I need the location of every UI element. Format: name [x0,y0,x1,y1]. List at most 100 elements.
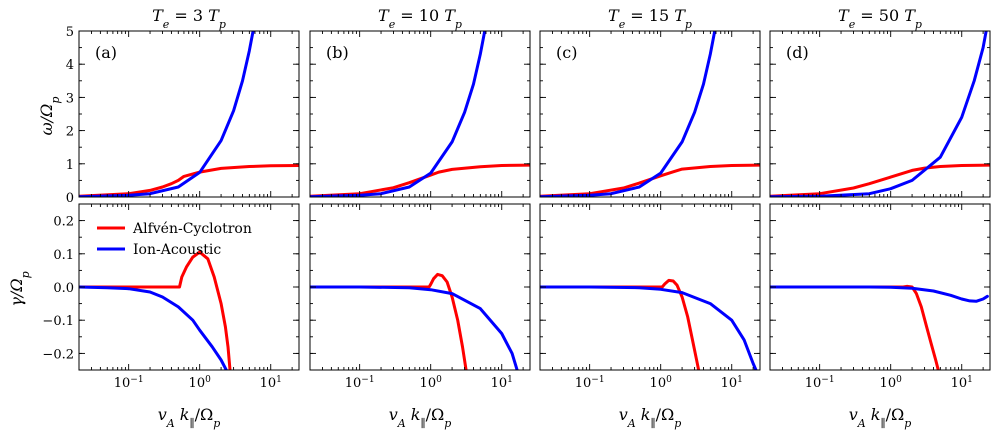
x-axis-label-part: v [849,405,858,424]
panel-title-4: Te = 50 Tp [838,6,922,31]
x-tick-exp: −1 [591,375,604,385]
panel-2-gamma: 10−1 100 101 [309,203,531,391]
panel-letter: (d) [786,43,809,62]
x-tick-exp: −1 [821,375,834,385]
x-axis-label-part: v [389,405,398,424]
panel-4-gamma: 10−1 100 101 [769,203,991,391]
x-axis-label-part: /Ω [426,405,445,424]
x-tick-exp: 1 [276,375,282,385]
panel-title-te-sub: e [389,18,396,31]
panel-title-tp-sub: p [685,18,692,31]
x-axis-label-part: /Ω [886,405,905,424]
panel-title-value: = 50 [855,6,904,25]
y-tick-label: 2 [66,125,74,140]
x-tick-label: 100 [189,375,212,391]
x-tick-base: 10 [721,376,738,391]
x-tick-exp: 1 [737,375,743,385]
alfven-cyclotron-curve-gamma [540,278,701,370]
panel-title-1: Te = 3 Tp [152,6,226,31]
panel-letter: (c) [556,43,577,62]
panel-title-te: T [378,6,390,25]
panel-title-tp: T [904,6,916,25]
ion-acoustic-curve-gamma [79,285,228,370]
panel-title-tp-sub: p [455,18,462,31]
panel-title-3: Te = 15 Tp [608,6,692,31]
ion-acoustic-curve-gamma [770,285,989,303]
panel-title-te-sub: e [163,18,170,31]
x-axis-label-part: ∥ [880,417,885,430]
alfven-cyclotron-curve-gamma [770,284,940,370]
y-axis-label-gamma-sub: p [19,271,32,278]
y-tick-label: 0.2 [53,215,74,230]
x-axis-label-part: A [627,417,636,430]
x-axis-label-part: p [444,417,451,430]
legend-label: Alfvén-Cyclotron [132,221,252,237]
ion-acoustic-curve-omega [310,31,487,197]
x-axis-label-part: ∥ [650,417,655,430]
panel-title-value: = 3 [169,6,208,25]
x-axis-label-part: k [866,405,881,424]
panel-title-2: Te = 10 Tp [378,6,462,31]
x-tick-base: 10 [880,376,897,391]
curves-group [770,31,990,197]
panel-2-omega: (b) [309,30,531,198]
x-tick-exp: 1 [967,375,973,385]
x-axis-label-3: vA k∥/Ωp [619,405,682,430]
y-tick-label: −0.2 [42,347,74,362]
ion-acoustic-curve-omega [79,31,255,197]
panel-title-tp: T [444,6,456,25]
x-tick-base: 10 [189,376,206,391]
x-axis-label-part: ∥ [189,417,194,430]
curves-group [770,284,989,370]
ion-acoustic-curve-omega [770,31,988,197]
legend-label: Ion-Acoustic [133,242,221,258]
y-tick-label: 4 [66,58,74,73]
x-axis-label-part: k [406,405,421,424]
x-tick-label: 10−1 [345,375,375,391]
panel-3-gamma: 10−1 100 101 [539,203,761,391]
curves-group [310,272,519,370]
x-axis-label-part: A [397,417,406,430]
curves-group [540,278,758,370]
x-tick-label: 100 [650,375,673,391]
y-tick-label: 0.1 [53,248,74,263]
x-tick-exp: −1 [361,375,374,385]
curves-group [79,31,299,197]
alfven-cyclotron-curve-omega [770,163,990,197]
panel-title-te-sub: e [619,18,626,31]
x-tick-base: 10 [951,376,968,391]
legend: Alfvén-Cyclotron Ion-Acoustic [97,221,252,258]
y-axis-label-gamma-sym: γ/Ω [7,278,26,306]
curves-group [540,31,760,197]
panel-title-tp-sub: p [915,18,922,31]
alfven-cyclotron-curve-gamma [79,250,232,370]
y-tick-label: −0.1 [42,314,74,329]
panel-title-te-sub: e [849,18,856,31]
x-axis-label-part: k [175,405,190,424]
y-tick-label: 0.0 [53,281,74,296]
x-tick-exp: 0 [436,375,442,385]
x-tick-exp: 0 [896,375,902,385]
x-axis-label-part: A [857,417,866,430]
x-tick-base: 10 [260,376,277,391]
y-axis-label-gamma: γ/Ωp [7,271,32,306]
panel-title-value: = 10 [395,6,444,25]
x-tick-base: 10 [114,376,131,391]
panel-1-omega: 0 1 2 3 4 5 (a) [66,25,300,206]
ion-acoustic-curve-omega [540,31,717,197]
x-axis-label-part: v [158,405,167,424]
x-tick-label: 101 [721,375,743,391]
x-tick-label: 101 [491,375,513,391]
x-tick-base: 10 [650,376,667,391]
panel-title-value: = 15 [625,6,674,25]
x-axis-label-part: A [166,417,175,430]
panel-letter: (a) [95,43,117,62]
panel-title-tp: T [674,6,686,25]
x-tick-base: 10 [345,376,362,391]
x-tick-label: 100 [420,375,443,391]
x-tick-label: 100 [880,375,903,391]
x-tick-base: 10 [575,376,592,391]
x-tick-label: 10−1 [114,375,144,391]
x-axis-label-part: ∥ [420,417,425,430]
